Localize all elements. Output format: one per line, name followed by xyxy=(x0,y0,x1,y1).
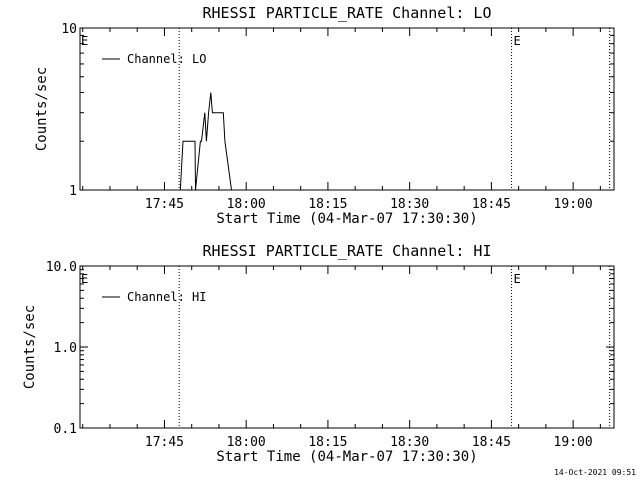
panel-2-ytick-label: 0.1 xyxy=(54,422,77,437)
panel-1-xtick-label: 17:45 xyxy=(145,197,184,212)
panel-2-xtick-label: 18:15 xyxy=(308,435,347,450)
panel-2-x-axis-label: Start Time (04-Mar-07 17:30:30) xyxy=(216,449,477,465)
panel-2-event-label: E xyxy=(514,272,521,286)
panel-1-xtick-label: 19:00 xyxy=(554,197,593,212)
panel-2-title: RHESSI PARTICLE_RATE Channel: HI xyxy=(203,242,492,260)
panel-1-xtick-label: 18:00 xyxy=(227,197,266,212)
panel-2-left-edge-label: E xyxy=(81,272,88,286)
panel-1-series-line xyxy=(179,92,232,191)
panel-1-title: RHESSI PARTICLE_RATE Channel: LO xyxy=(203,4,492,22)
panel-1-y-axis-label: Counts/sec xyxy=(34,67,50,151)
footer-timestamp: 14-Oct-2021 09:51 xyxy=(554,468,636,477)
panel-1-left-edge-label: E xyxy=(81,34,88,48)
panel-2-xtick-label: 19:00 xyxy=(554,435,593,450)
panel-2-xtick-label: 18:00 xyxy=(227,435,266,450)
panel-2-legend-label: Channel: HI xyxy=(127,290,206,304)
panel-1-xtick-label: 18:30 xyxy=(390,197,429,212)
panel-1-x-axis-label: Start Time (04-Mar-07 17:30:30) xyxy=(216,211,477,227)
panel-1-plot-frame xyxy=(79,27,615,191)
panel-2-xtick-label: 18:45 xyxy=(472,435,511,450)
panel-1-xtick-label: 18:45 xyxy=(472,197,511,212)
panel-2-ytick-label: 1.0 xyxy=(54,341,77,356)
panel-1-xtick-label: 18:15 xyxy=(308,197,347,212)
panel-1-ytick-label: 1 xyxy=(69,184,77,199)
panel-2-ytick-label: 10.0 xyxy=(46,260,77,275)
panel-2-y-axis-label: Counts/sec xyxy=(22,305,38,389)
panel-2-xtick-label: 18:30 xyxy=(390,435,429,450)
panel-1-event-label: E xyxy=(514,34,521,48)
panel-2-xtick-label: 17:45 xyxy=(145,435,184,450)
panel-1-legend-label: Channel: LO xyxy=(127,52,206,66)
panel-1-ytick-label: 10 xyxy=(61,22,77,37)
